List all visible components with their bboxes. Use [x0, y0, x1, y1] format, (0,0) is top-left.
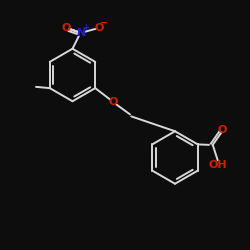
Text: +: + — [82, 22, 89, 32]
Text: O: O — [217, 125, 227, 135]
Text: O: O — [94, 23, 104, 33]
Text: O: O — [108, 97, 118, 107]
Text: −: − — [100, 18, 108, 28]
Text: O: O — [61, 23, 70, 33]
Text: N: N — [76, 28, 86, 38]
Text: OH: OH — [208, 160, 227, 170]
